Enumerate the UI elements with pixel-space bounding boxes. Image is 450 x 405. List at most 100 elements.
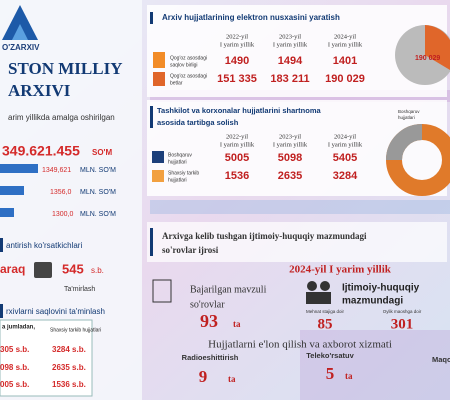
unit: ta bbox=[345, 371, 353, 381]
column-header: I yarim yillik bbox=[220, 141, 255, 148]
row-label: hujjatlari bbox=[168, 177, 187, 183]
table-cell: 305 s.b. bbox=[0, 345, 29, 354]
label: so'rovlar bbox=[190, 299, 225, 310]
row-label: saqlov birligi bbox=[170, 62, 198, 68]
cell-value: 5005 bbox=[225, 152, 249, 164]
people-icon bbox=[306, 292, 331, 304]
cell-value: 5098 bbox=[278, 152, 302, 164]
media-label: Radioeshittirish bbox=[182, 353, 239, 362]
cell-value: 151 335 bbox=[217, 73, 257, 85]
cell-value: 5405 bbox=[333, 152, 357, 164]
table-cell: 3284 s.b. bbox=[52, 345, 86, 354]
doc-icon bbox=[152, 279, 172, 303]
value: 5 bbox=[326, 364, 335, 383]
cell-value: 1536 bbox=[225, 170, 249, 182]
media-label: Teleko'rsatuv bbox=[306, 351, 354, 360]
cell-value: 1401 bbox=[333, 55, 357, 67]
heading-mark bbox=[150, 228, 153, 256]
repair-unit: s.b. bbox=[91, 266, 104, 275]
cell-value: 183 211 bbox=[270, 73, 309, 85]
section-heading: Arxiv hujjatlarining elektron nusxasini … bbox=[162, 13, 340, 22]
bar-amount: 1349,621 bbox=[42, 167, 71, 174]
people-icon bbox=[320, 281, 330, 291]
bar-unit: MLN. SO'M bbox=[80, 167, 116, 174]
pie-slice bbox=[425, 25, 450, 70]
bar bbox=[0, 208, 14, 217]
value: 301 bbox=[391, 316, 414, 332]
icon bbox=[153, 72, 165, 86]
section-heading: rxivlarni saqlovini ta'minlash bbox=[6, 307, 105, 316]
logo-mark bbox=[2, 5, 38, 40]
row-label: Qog'oz asosdagi bbox=[170, 73, 207, 79]
section-heading: antirish ko'rsatkichlari bbox=[6, 241, 82, 250]
section-heading: Hujjatlarni e'lon qilish va axborot xizm… bbox=[208, 339, 392, 351]
media-label: Maqol bbox=[432, 355, 450, 364]
column-header: 2023-yil bbox=[279, 33, 301, 40]
heading-mark bbox=[150, 106, 153, 128]
total-amount: 349.621.455 bbox=[2, 143, 80, 159]
table-header: a jumladan, bbox=[2, 325, 35, 331]
bar bbox=[0, 186, 24, 195]
row-label: hujjatlari bbox=[168, 159, 187, 165]
column-header: 2024-yil bbox=[334, 33, 356, 40]
people-icon bbox=[307, 281, 317, 291]
column-header: I yarim yillik bbox=[328, 141, 363, 148]
section-heading: asosida tartibga solish bbox=[157, 118, 239, 127]
cell-value: 2635 bbox=[278, 170, 302, 182]
logo-mark bbox=[12, 24, 28, 40]
cell-value: 1494 bbox=[278, 55, 303, 67]
heading-mark bbox=[0, 304, 3, 318]
row-label: Boshqaruv bbox=[168, 152, 192, 158]
table-cell: 2635 s.b. bbox=[52, 363, 86, 372]
table-rows: 305 s.b. 3284 s.b. 098 s.b. 2635 s.b. 00… bbox=[0, 345, 86, 389]
table-header: Shaxsiy tarkib hujjatlari bbox=[50, 327, 101, 333]
unit: ta bbox=[228, 374, 236, 384]
book-icon bbox=[34, 262, 52, 278]
row-label: Qog'oz asosdagi bbox=[170, 55, 207, 61]
intro: arim yillikda amalga oshirilgan bbox=[8, 113, 115, 122]
column-header: 2022-yil bbox=[226, 33, 248, 40]
icon bbox=[153, 52, 165, 68]
logo-text: O'ZARXIV bbox=[2, 43, 40, 52]
icon bbox=[152, 170, 164, 182]
value: 85 bbox=[318, 316, 333, 332]
title: STON MILLIY bbox=[8, 59, 122, 78]
value: 93 bbox=[200, 311, 218, 331]
cell-value: 190 029 bbox=[325, 73, 365, 85]
donut-slice bbox=[386, 124, 423, 161]
bar-amount: 1356,0 bbox=[50, 189, 72, 196]
panel bbox=[147, 222, 447, 262]
section-heading: Tashkilot va korxonalar hujjatlarini sha… bbox=[157, 106, 321, 115]
bar bbox=[0, 164, 38, 173]
item-label: Mehnat stajiga doir bbox=[306, 309, 345, 314]
label: Ijtimoiy-huquqiy bbox=[342, 283, 420, 294]
storage-table bbox=[0, 319, 93, 397]
column-header: 2023-yil bbox=[279, 133, 301, 140]
bar-unit: MLN. SO'M bbox=[80, 189, 116, 196]
section-heading: so'rovlar ijrosi bbox=[162, 245, 219, 255]
heading-mark bbox=[150, 12, 153, 24]
icon bbox=[152, 151, 164, 163]
column-header: I yarim yillik bbox=[220, 41, 255, 48]
table-cell: 098 s.b. bbox=[0, 363, 29, 372]
row-label: Shaxsiy tarkib bbox=[168, 170, 199, 176]
cell-value: 1490 bbox=[225, 55, 249, 67]
row-label: betlar bbox=[170, 80, 183, 86]
column-header: I yarim yillik bbox=[328, 41, 363, 48]
unit: ta bbox=[233, 319, 241, 329]
label: Bajarilgan mavzuli bbox=[190, 284, 267, 295]
label: mazmundagi bbox=[342, 296, 403, 307]
value: 9 bbox=[199, 367, 208, 386]
item-label: Oylik maoshga doir bbox=[383, 309, 422, 314]
column-header: 2022-yil bbox=[226, 133, 248, 140]
donut-label: Boshqaruv bbox=[398, 109, 420, 114]
repair-value: 545 bbox=[62, 261, 84, 276]
period: 2024-yil I yarim yillik bbox=[289, 264, 392, 276]
bar-amount: 1300,0 bbox=[52, 211, 74, 218]
repair-left: araq bbox=[0, 262, 25, 276]
title: ARXIVI bbox=[8, 81, 71, 100]
column-header: I yarim yillik bbox=[273, 41, 308, 48]
